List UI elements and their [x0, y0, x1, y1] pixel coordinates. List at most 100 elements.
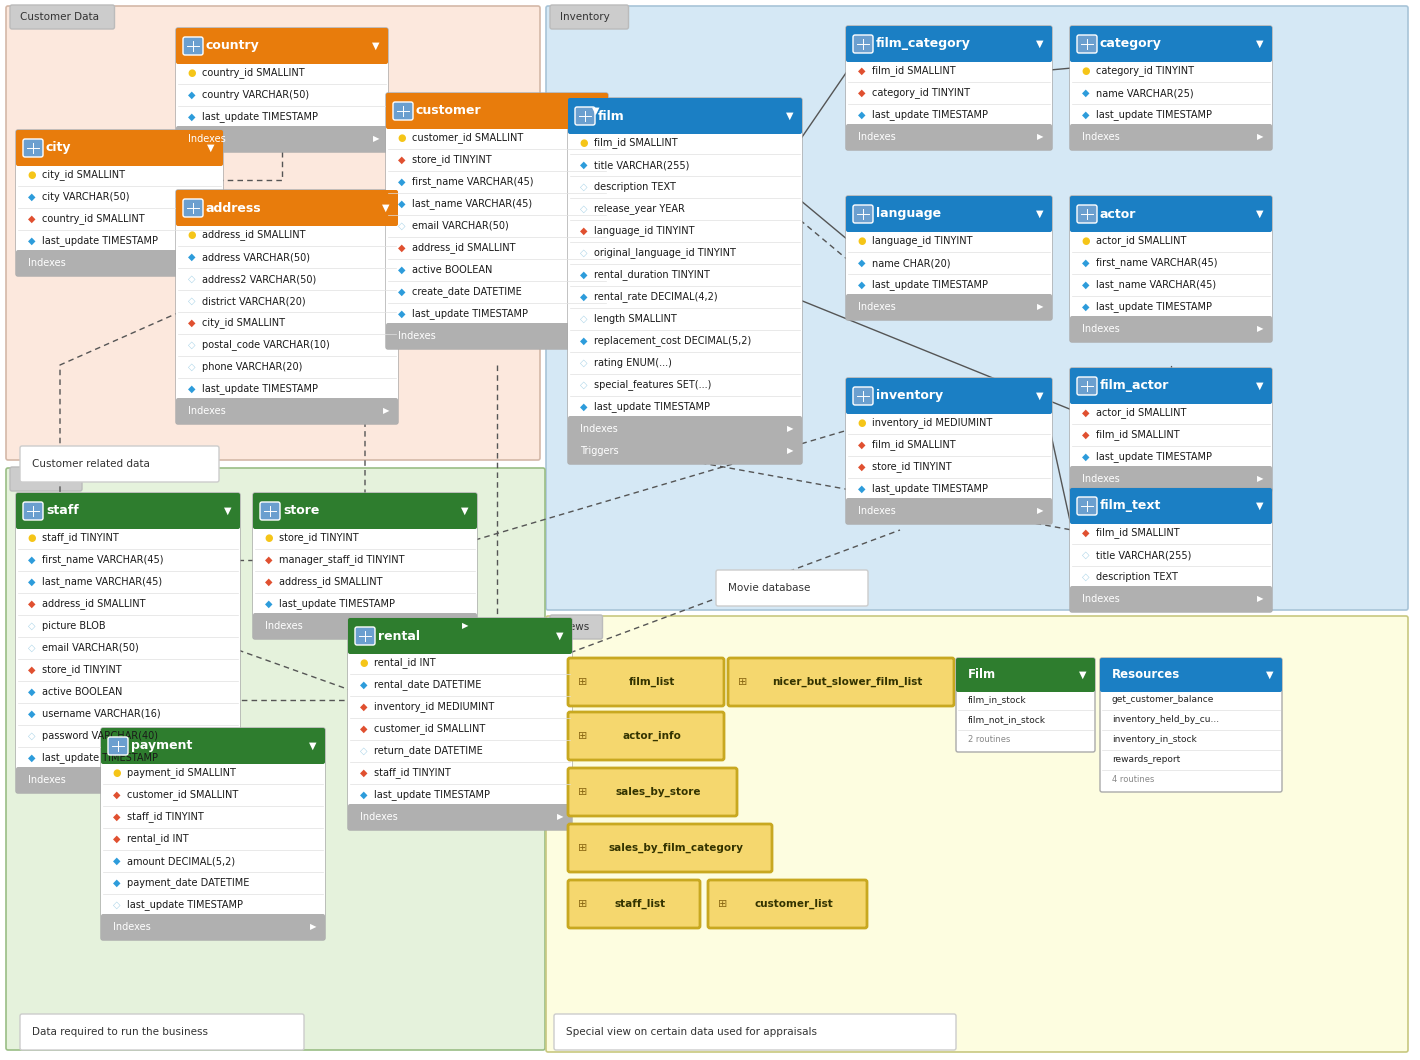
- Text: ◇: ◇: [189, 273, 196, 284]
- Text: ⊞: ⊞: [578, 731, 588, 741]
- FancyBboxPatch shape: [101, 728, 325, 764]
- FancyBboxPatch shape: [355, 628, 375, 644]
- Text: ◇: ◇: [581, 248, 588, 258]
- Text: description TEXT: description TEXT: [594, 182, 676, 192]
- Text: film_in_stock: film_in_stock: [968, 695, 1027, 705]
- FancyBboxPatch shape: [16, 493, 240, 529]
- Text: 4 routines: 4 routines: [1112, 776, 1154, 784]
- Text: ◇: ◇: [28, 643, 36, 653]
- Text: store_id TINYINT: store_id TINYINT: [872, 461, 951, 473]
- FancyBboxPatch shape: [554, 1014, 956, 1050]
- Text: inventory: inventory: [876, 389, 943, 403]
- Text: ▼: ▼: [1037, 39, 1044, 49]
- FancyBboxPatch shape: [568, 658, 724, 706]
- Text: ◆: ◆: [398, 310, 406, 319]
- FancyBboxPatch shape: [846, 26, 1052, 151]
- Text: last_name VARCHAR(45): last_name VARCHAR(45): [412, 198, 532, 210]
- Text: ▶: ▶: [1257, 324, 1264, 334]
- Text: ●: ●: [858, 418, 866, 428]
- Text: sales_by_store: sales_by_store: [616, 787, 701, 797]
- Text: nicer_but_slower_film_list: nicer_but_slower_film_list: [772, 677, 922, 687]
- Text: ◆: ◆: [114, 790, 121, 800]
- FancyBboxPatch shape: [108, 737, 128, 755]
- FancyBboxPatch shape: [1071, 520, 1272, 590]
- Text: district VARCHAR(20): district VARCHAR(20): [202, 296, 305, 306]
- Text: actor_info: actor_info: [622, 730, 682, 741]
- FancyBboxPatch shape: [1071, 124, 1272, 151]
- Text: ▼: ▼: [207, 143, 214, 153]
- Text: ⊞: ⊞: [578, 899, 588, 909]
- Text: Indexes: Indexes: [266, 621, 302, 631]
- Text: last_update TIMESTAMP: last_update TIMESTAMP: [43, 753, 158, 763]
- Text: last_update TIMESTAMP: last_update TIMESTAMP: [202, 111, 318, 123]
- Text: country_id SMALLINT: country_id SMALLINT: [43, 213, 145, 225]
- Text: ●: ●: [858, 236, 866, 246]
- FancyBboxPatch shape: [568, 824, 772, 872]
- Text: ◆: ◆: [189, 252, 196, 262]
- FancyBboxPatch shape: [846, 58, 1052, 128]
- FancyBboxPatch shape: [568, 880, 700, 928]
- Text: manager_staff_id TINYINT: manager_staff_id TINYINT: [278, 554, 405, 565]
- Text: ▶: ▶: [1257, 132, 1264, 141]
- Text: customer_id SMALLINT: customer_id SMALLINT: [373, 724, 486, 735]
- Text: title VARCHAR(255): title VARCHAR(255): [594, 160, 689, 170]
- Text: Customer Data: Customer Data: [20, 12, 99, 22]
- FancyBboxPatch shape: [846, 378, 1052, 524]
- Text: ●: ●: [1082, 66, 1091, 76]
- Text: store_id TINYINT: store_id TINYINT: [278, 532, 359, 544]
- Text: ◇: ◇: [581, 358, 588, 368]
- Text: address_id SMALLINT: address_id SMALLINT: [278, 577, 382, 587]
- Text: film_id SMALLINT: film_id SMALLINT: [872, 440, 956, 450]
- FancyBboxPatch shape: [956, 658, 1095, 692]
- Text: ◇: ◇: [581, 204, 588, 214]
- Text: ◆: ◆: [398, 243, 406, 253]
- Text: actor: actor: [1100, 208, 1136, 220]
- Text: ◇: ◇: [28, 731, 36, 741]
- Text: last_update TIMESTAMP: last_update TIMESTAMP: [278, 599, 395, 610]
- FancyBboxPatch shape: [176, 398, 398, 424]
- Text: rewards_report: rewards_report: [1112, 756, 1180, 764]
- Text: ◆: ◆: [361, 768, 368, 778]
- Text: phone VARCHAR(20): phone VARCHAR(20): [202, 363, 302, 372]
- Text: ◆: ◆: [581, 160, 588, 170]
- Text: store_id TINYINT: store_id TINYINT: [412, 155, 491, 165]
- Text: film_not_in_stock: film_not_in_stock: [968, 716, 1047, 724]
- FancyBboxPatch shape: [1076, 497, 1098, 515]
- Text: ◆: ◆: [1082, 110, 1089, 120]
- FancyBboxPatch shape: [253, 493, 477, 639]
- Text: payment_date DATETIME: payment_date DATETIME: [126, 878, 250, 888]
- FancyBboxPatch shape: [1076, 205, 1098, 223]
- Text: ◇: ◇: [28, 621, 36, 631]
- Text: ◆: ◆: [858, 280, 866, 290]
- Text: ◆: ◆: [858, 88, 866, 98]
- Text: Data required to run the business: Data required to run the business: [33, 1027, 207, 1037]
- Text: ⊞: ⊞: [578, 677, 588, 687]
- Text: ◆: ◆: [114, 812, 121, 822]
- FancyBboxPatch shape: [1071, 196, 1272, 342]
- Text: ◆: ◆: [189, 384, 196, 394]
- FancyBboxPatch shape: [183, 37, 203, 55]
- Text: ▼: ▼: [1079, 670, 1086, 681]
- Text: ◆: ◆: [858, 110, 866, 120]
- Text: ◆: ◆: [1082, 302, 1089, 312]
- Text: language: language: [876, 208, 941, 220]
- Text: Indexes: Indexes: [28, 775, 65, 785]
- Text: picture BLOB: picture BLOB: [43, 621, 105, 631]
- Text: ◆: ◆: [266, 599, 273, 610]
- Text: category: category: [1100, 37, 1162, 51]
- Text: Indexes: Indexes: [114, 922, 151, 932]
- Text: ◆: ◆: [398, 287, 406, 297]
- FancyBboxPatch shape: [1071, 368, 1272, 404]
- Text: return_date DATETIME: return_date DATETIME: [373, 745, 483, 757]
- Text: ◆: ◆: [858, 484, 866, 494]
- FancyBboxPatch shape: [253, 525, 477, 617]
- FancyBboxPatch shape: [16, 130, 223, 166]
- Text: active BOOLEAN: active BOOLEAN: [412, 265, 493, 275]
- FancyBboxPatch shape: [176, 126, 388, 152]
- Text: email VARCHAR(50): email VARCHAR(50): [43, 643, 139, 653]
- Text: rental_id INT: rental_id INT: [373, 657, 436, 669]
- Text: staff: staff: [45, 505, 78, 517]
- Text: last_update TIMESTAMP: last_update TIMESTAMP: [43, 235, 158, 247]
- Text: Indexes: Indexes: [1082, 474, 1120, 484]
- Text: ◆: ◆: [114, 856, 121, 866]
